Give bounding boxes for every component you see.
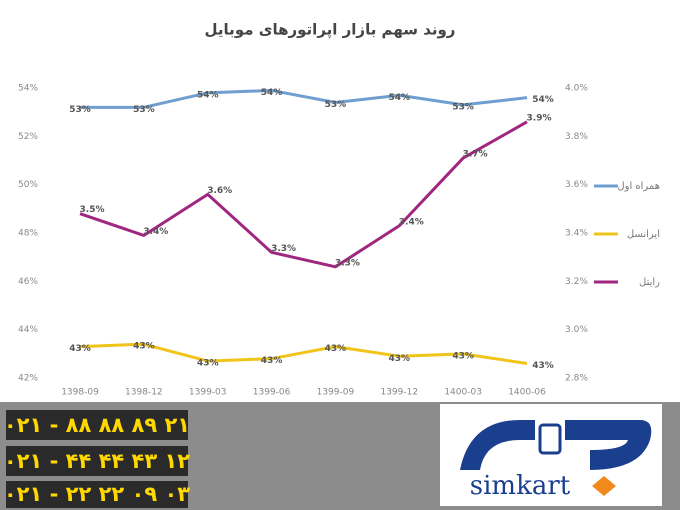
- data-label: 53%: [133, 105, 155, 115]
- series-line: [80, 88, 528, 109]
- legend-label: همراه اول: [617, 181, 660, 192]
- data-label: 3.6%: [207, 186, 232, 196]
- logo-shape: [565, 420, 652, 470]
- y2-tick-label: 3.8%: [565, 132, 588, 142]
- logo-diamond: [592, 476, 616, 496]
- series-line: [79, 342, 528, 365]
- data-label: 3.3%: [271, 244, 296, 254]
- phone-bg: [6, 481, 188, 508]
- y2-tick-label: 4.0%: [565, 84, 588, 94]
- sim-icon: [538, 423, 562, 455]
- y-tick-label: 48%: [18, 229, 38, 239]
- data-label: 3.4%: [399, 217, 424, 227]
- logo-shape: [460, 420, 535, 470]
- phone: ۰۲۱ - ۸۸ ۸۸ ۸۹ ۲۱: [4, 413, 190, 437]
- y2-tick-label: 3.6%: [565, 180, 588, 190]
- series-line: [79, 120, 528, 269]
- data-label: 43%: [389, 354, 411, 364]
- x-tick-label: 1398-12: [125, 388, 163, 398]
- x-tick-label: 1400-06: [508, 388, 546, 398]
- x-tick-label: 1398-09: [61, 388, 99, 398]
- x-tick-label: 1399-06: [253, 388, 291, 398]
- phone: ۰۲۱ - ۴۴ ۴۴ ۴۳ ۱۲: [4, 449, 190, 473]
- data-label: 54%: [389, 93, 411, 103]
- data-label: 53%: [325, 100, 347, 110]
- phone: ۰۲۱ - ۲۲ ۲۲ ۰۹ ۰۳: [4, 482, 190, 506]
- data-label: 43%: [261, 356, 283, 366]
- plot: 42% 44% 46% 48% 50% 52% 54% 2.8% 3.0% 3.2% 3.4% 3.6…: [18, 84, 660, 398]
- data-label: 54%: [261, 88, 283, 98]
- data-label: 53%: [69, 105, 91, 115]
- y-tick-label: 54%: [18, 84, 38, 94]
- data-label: 53%: [452, 102, 474, 112]
- legend-label: رایتل: [639, 277, 660, 288]
- data-label: 43%: [69, 344, 91, 354]
- data-label: 43%: [133, 342, 155, 352]
- y-tick-label: 42%: [18, 374, 38, 384]
- y2-tick-label: 2.8%: [565, 374, 588, 384]
- data-label: 3.4%: [143, 227, 168, 237]
- y-tick-label: 50%: [18, 180, 38, 190]
- phone-bg: [6, 410, 188, 440]
- data-label: 43%: [197, 359, 219, 369]
- x-tick-label: 1399-09: [317, 388, 355, 398]
- y-tick-label: 52%: [18, 132, 38, 142]
- y-tick-label: 44%: [18, 325, 38, 335]
- data-label: 3.3%: [335, 258, 360, 268]
- data-label: 54%: [532, 95, 554, 105]
- data-label: 54%: [197, 90, 219, 100]
- y2-tick-label: 3.0%: [565, 325, 588, 335]
- data-label: 3.7%: [463, 150, 488, 160]
- y-tick-label: 46%: [18, 277, 38, 287]
- data-label: 43%: [325, 344, 347, 354]
- data-label: 43%: [532, 361, 554, 371]
- chart-title: روند سهم بازار اپراتورهای موبایل: [205, 21, 456, 40]
- x-tick-label: 1399-12: [380, 388, 418, 398]
- x-tick-label: 1400-03: [444, 388, 482, 398]
- data-label: 3.9%: [527, 113, 552, 123]
- y2-tick-label: 3.4%: [565, 229, 588, 239]
- y2-tick-label: 3.2%: [565, 277, 588, 287]
- data-label: 3.5%: [80, 205, 105, 215]
- x-tick-label: 1399-03: [189, 388, 227, 398]
- brand: simkart: [470, 471, 571, 501]
- phone-bg: [6, 446, 188, 476]
- data-label: 43%: [452, 351, 474, 361]
- legend-label: ایرانسل: [627, 229, 660, 240]
